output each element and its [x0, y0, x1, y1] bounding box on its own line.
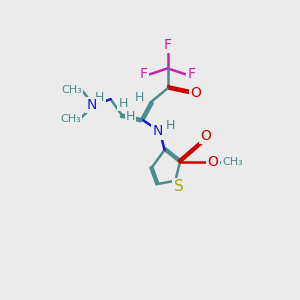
Text: CH₃: CH₃	[60, 114, 81, 124]
Text: F: F	[140, 68, 148, 82]
Text: S: S	[173, 179, 183, 194]
Text: CH₃: CH₃	[62, 85, 82, 95]
Text: H: H	[135, 91, 145, 104]
Text: H: H	[166, 119, 175, 132]
Text: H: H	[95, 91, 104, 104]
Text: F: F	[188, 68, 196, 82]
Text: O: O	[190, 86, 201, 100]
Text: O: O	[208, 155, 218, 169]
Text: N: N	[86, 98, 97, 112]
Text: CH₃: CH₃	[222, 157, 243, 167]
Text: H: H	[118, 97, 128, 110]
Text: O: O	[200, 129, 211, 143]
Text: H: H	[126, 110, 135, 123]
Text: N: N	[152, 124, 163, 139]
Text: F: F	[164, 38, 172, 52]
